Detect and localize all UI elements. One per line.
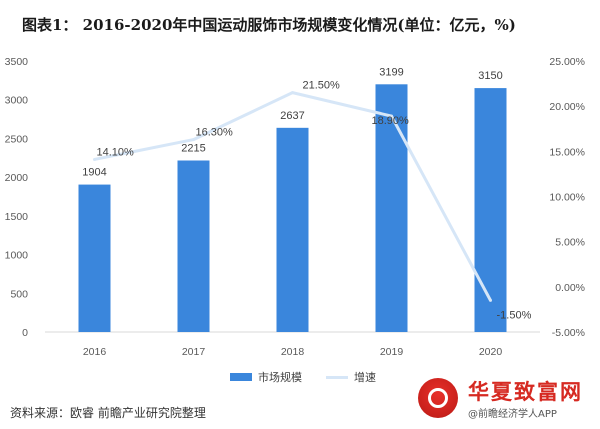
growth-value-label: 21.50% bbox=[303, 80, 341, 92]
brand-logo-icon bbox=[418, 378, 458, 418]
y2-tick-label: -5.00% bbox=[552, 327, 585, 339]
y2-tick-label: 15.00% bbox=[549, 146, 585, 158]
growth-point bbox=[93, 157, 96, 161]
bar-value-label: 2215 bbox=[181, 142, 205, 154]
brand-subtitle: @前瞻经济学人APP bbox=[468, 409, 557, 420]
x-tick-label: 2020 bbox=[479, 346, 503, 358]
legend-line-label: 增速 bbox=[354, 371, 376, 384]
y-tick-label: 1000 bbox=[5, 250, 29, 262]
growth-value-label: 16.30% bbox=[196, 127, 234, 139]
y2-tick-label: 25.00% bbox=[549, 56, 585, 68]
bar bbox=[276, 127, 309, 332]
bar-value-label: 3199 bbox=[379, 66, 403, 78]
growth-value-label: 14.10% bbox=[97, 146, 135, 158]
bar-value-label: 2637 bbox=[280, 110, 304, 122]
brand-name: 华夏致富网 bbox=[468, 380, 583, 404]
y2-tick-label: 0.00% bbox=[555, 282, 585, 294]
y-tick-label: 2000 bbox=[5, 172, 29, 184]
growth-point bbox=[192, 138, 195, 142]
x-tick-label: 2018 bbox=[281, 346, 305, 358]
y2-tick-label: 20.00% bbox=[549, 101, 585, 113]
bar-value-label: 1904 bbox=[82, 167, 106, 179]
growth-value-label: 18.90% bbox=[372, 115, 410, 127]
x-tick-label: 2016 bbox=[83, 346, 107, 358]
growth-value-label: -1.50% bbox=[497, 309, 532, 321]
x-tick-label: 2017 bbox=[182, 346, 206, 358]
bar bbox=[474, 88, 507, 332]
bar bbox=[375, 84, 408, 332]
legend-item-bar: 市场规模 bbox=[230, 369, 302, 385]
bar bbox=[177, 160, 210, 332]
y-tick-label: 2500 bbox=[5, 133, 29, 145]
y-tick-label: 3000 bbox=[5, 95, 29, 107]
chart-area: 0 500 1000 1500 2000 2500 3000 3500 -5.00% 0.00% 5… bbox=[5, 56, 585, 358]
growth-point bbox=[489, 298, 492, 302]
y-tick-label: 3500 bbox=[5, 56, 29, 68]
growth-point bbox=[291, 91, 294, 95]
legend-item-line: 增速 bbox=[326, 369, 376, 385]
source-note: 资料来源：欧睿 前瞻产业研究院整理 bbox=[10, 406, 206, 420]
x-tick-label: 2019 bbox=[380, 346, 404, 358]
legend: 市场规模 增速 bbox=[0, 369, 600, 385]
legend-bar-swatch bbox=[230, 373, 252, 381]
legend-bar-label: 市场规模 bbox=[258, 371, 302, 384]
bar-value-label: 3150 bbox=[478, 70, 502, 82]
y-tick-label: 1500 bbox=[5, 211, 29, 223]
legend-line-swatch bbox=[326, 375, 348, 379]
y-tick-label: 0 bbox=[22, 327, 28, 339]
y2-tick-label: 10.00% bbox=[549, 192, 585, 204]
growth-point bbox=[390, 114, 393, 118]
bar bbox=[78, 184, 111, 332]
chart-title: 图表1： 2016-2020年中国运动服饰市场规模变化情况(单位：亿元，%) bbox=[22, 16, 516, 34]
brand-badge: 华夏致富网 @前瞻经济学人APP bbox=[416, 376, 592, 424]
y2-tick-label: 5.00% bbox=[555, 237, 585, 249]
y-tick-label: 500 bbox=[10, 288, 28, 300]
